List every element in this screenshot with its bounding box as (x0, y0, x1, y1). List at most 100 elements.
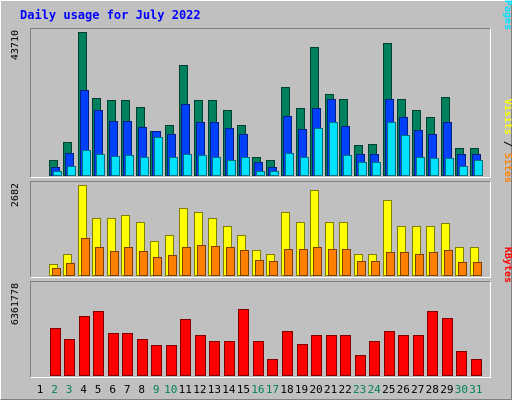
chart-title: Daily usage for July 2022 (20, 8, 201, 22)
bar-pages-day-20 (314, 128, 323, 176)
bar-sites-day-6 (110, 251, 119, 276)
bar-pages-day-7 (125, 155, 134, 176)
x-tick-label: 20 (309, 383, 322, 396)
series-legend: Hits / Files / Pages (502, 0, 512, 30)
bar-pages-day-24 (372, 162, 381, 176)
bar-pages-day-28 (430, 158, 439, 176)
bar-kbytes-day-23 (355, 355, 366, 376)
bar-kbytes-day-8 (137, 339, 148, 376)
bar-pages-day-16 (256, 171, 265, 176)
plot-border-shadow (30, 181, 491, 278)
bar-kbytes-day-3 (64, 339, 75, 376)
bar-pages-day-18 (285, 153, 294, 176)
x-tick-label: 11 (179, 383, 192, 396)
x-tick-label: 6 (109, 383, 116, 396)
bar-pages-day-21 (329, 122, 338, 176)
bar-pages-day-23 (358, 162, 367, 176)
bar-pages-day-31 (474, 160, 483, 176)
x-tick-label: 21 (324, 383, 337, 396)
bar-pages-day-10 (169, 157, 178, 176)
legend-entry: Pages (502, 0, 512, 30)
x-tick-label: 10 (164, 383, 177, 396)
bar-pages-day-6 (111, 156, 120, 176)
bar-sites-day-9 (153, 257, 162, 276)
bar-kbytes-day-26 (398, 335, 409, 376)
plot-border-highlight (30, 28, 491, 178)
x-tick-label: 8 (138, 383, 145, 396)
bar-kbytes-day-30 (456, 351, 467, 376)
bar-sites-day-14 (226, 247, 235, 276)
x-tick-label: 17 (266, 383, 279, 396)
bar-kbytes-day-21 (326, 335, 337, 376)
x-tick-label: 12 (193, 383, 206, 396)
bar-sites-day-7 (124, 247, 133, 276)
plot-border-highlight (30, 281, 491, 378)
bar-pages-day-13 (212, 157, 221, 176)
bar-sites-day-17 (269, 261, 278, 276)
bar-kbytes-day-14 (224, 341, 235, 376)
bar-sites-day-4 (81, 238, 90, 276)
bar-kbytes-day-2 (50, 328, 61, 376)
bar-sites-day-31 (473, 262, 482, 276)
y-max-label: 2682 (10, 183, 21, 207)
bar-pages-day-27 (416, 157, 425, 176)
bar-sites-day-3 (66, 263, 75, 276)
chart-panels: 43710 Hits / Files / Pages 2682 Visits / Si… (10, 0, 512, 378)
bar-sites-day-26 (400, 252, 409, 276)
bar-sites-day-29 (444, 250, 453, 276)
bar-pages-day-5 (96, 154, 105, 176)
bar-kbytes-day-16 (253, 341, 264, 376)
bar-sites-day-27 (415, 254, 424, 276)
plot-border-shadow (30, 281, 491, 378)
legend-entry: Sites (502, 153, 512, 183)
bar-pages-day-17 (270, 171, 279, 176)
bar-sites-day-28 (429, 252, 438, 276)
bar-pages-day-29 (445, 158, 454, 176)
plot-border-shadow (30, 28, 491, 178)
bar-kbytes-day-20 (311, 335, 322, 376)
bar-kbytes-day-11 (180, 319, 191, 376)
x-tick-label: 30 (455, 383, 468, 396)
bar-kbytes-day-27 (413, 335, 424, 376)
panel-hits_files_pages: 43710 Hits / Files / Pages (10, 0, 512, 178)
x-tick-label: 1 (37, 383, 44, 396)
bar-kbytes-day-4 (79, 316, 90, 376)
bar-sites-day-13 (211, 246, 220, 276)
bar-kbytes-day-18 (282, 331, 293, 376)
bar-pages-day-8 (140, 157, 149, 176)
y-max-label: 6361778 (10, 283, 21, 325)
bar-pages-day-12 (198, 155, 207, 176)
x-tick-label: 31 (469, 383, 482, 396)
bar-sites-day-8 (139, 251, 148, 276)
series-legend: KBytes (502, 247, 512, 283)
bar-pages-day-15 (241, 157, 250, 176)
x-tick-label: 25 (382, 383, 395, 396)
bar-kbytes-day-31 (471, 359, 482, 376)
panel-kbytes: 6361778 KBytes (10, 247, 512, 378)
x-tick-label: 18 (280, 383, 293, 396)
x-tick-label: 15 (237, 383, 250, 396)
bar-pages-day-11 (183, 154, 192, 176)
bar-kbytes-day-29 (442, 318, 453, 376)
panel-visits_sites: 2682 Visits / Sites (10, 99, 512, 278)
x-tick-label: 3 (66, 383, 73, 396)
bar-pages-day-4 (82, 150, 91, 176)
y-max-label: 43710 (10, 30, 21, 60)
x-tick-label: 26 (397, 383, 410, 396)
x-axis-day-labels: 1 2 3 4 5 6 7 8 9 10 11 12 13 14 15 16 17 18 19 20 21 22 23 24 2… (37, 383, 483, 396)
bar-kbytes-day-24 (369, 341, 380, 376)
x-tick-label: 29 (440, 383, 453, 396)
bar-kbytes-day-28 (427, 311, 438, 376)
bar-kbytes-day-6 (108, 333, 119, 376)
bar-sites-day-5 (95, 247, 104, 276)
x-tick-label: 14 (222, 383, 236, 396)
x-tick-label: 28 (426, 383, 439, 396)
bar-sites-day-23 (357, 261, 366, 276)
x-tick-label: 9 (153, 383, 160, 396)
bar-kbytes-day-5 (93, 311, 104, 376)
x-tick-label: 23 (353, 383, 366, 396)
bar-kbytes-day-13 (209, 341, 220, 376)
